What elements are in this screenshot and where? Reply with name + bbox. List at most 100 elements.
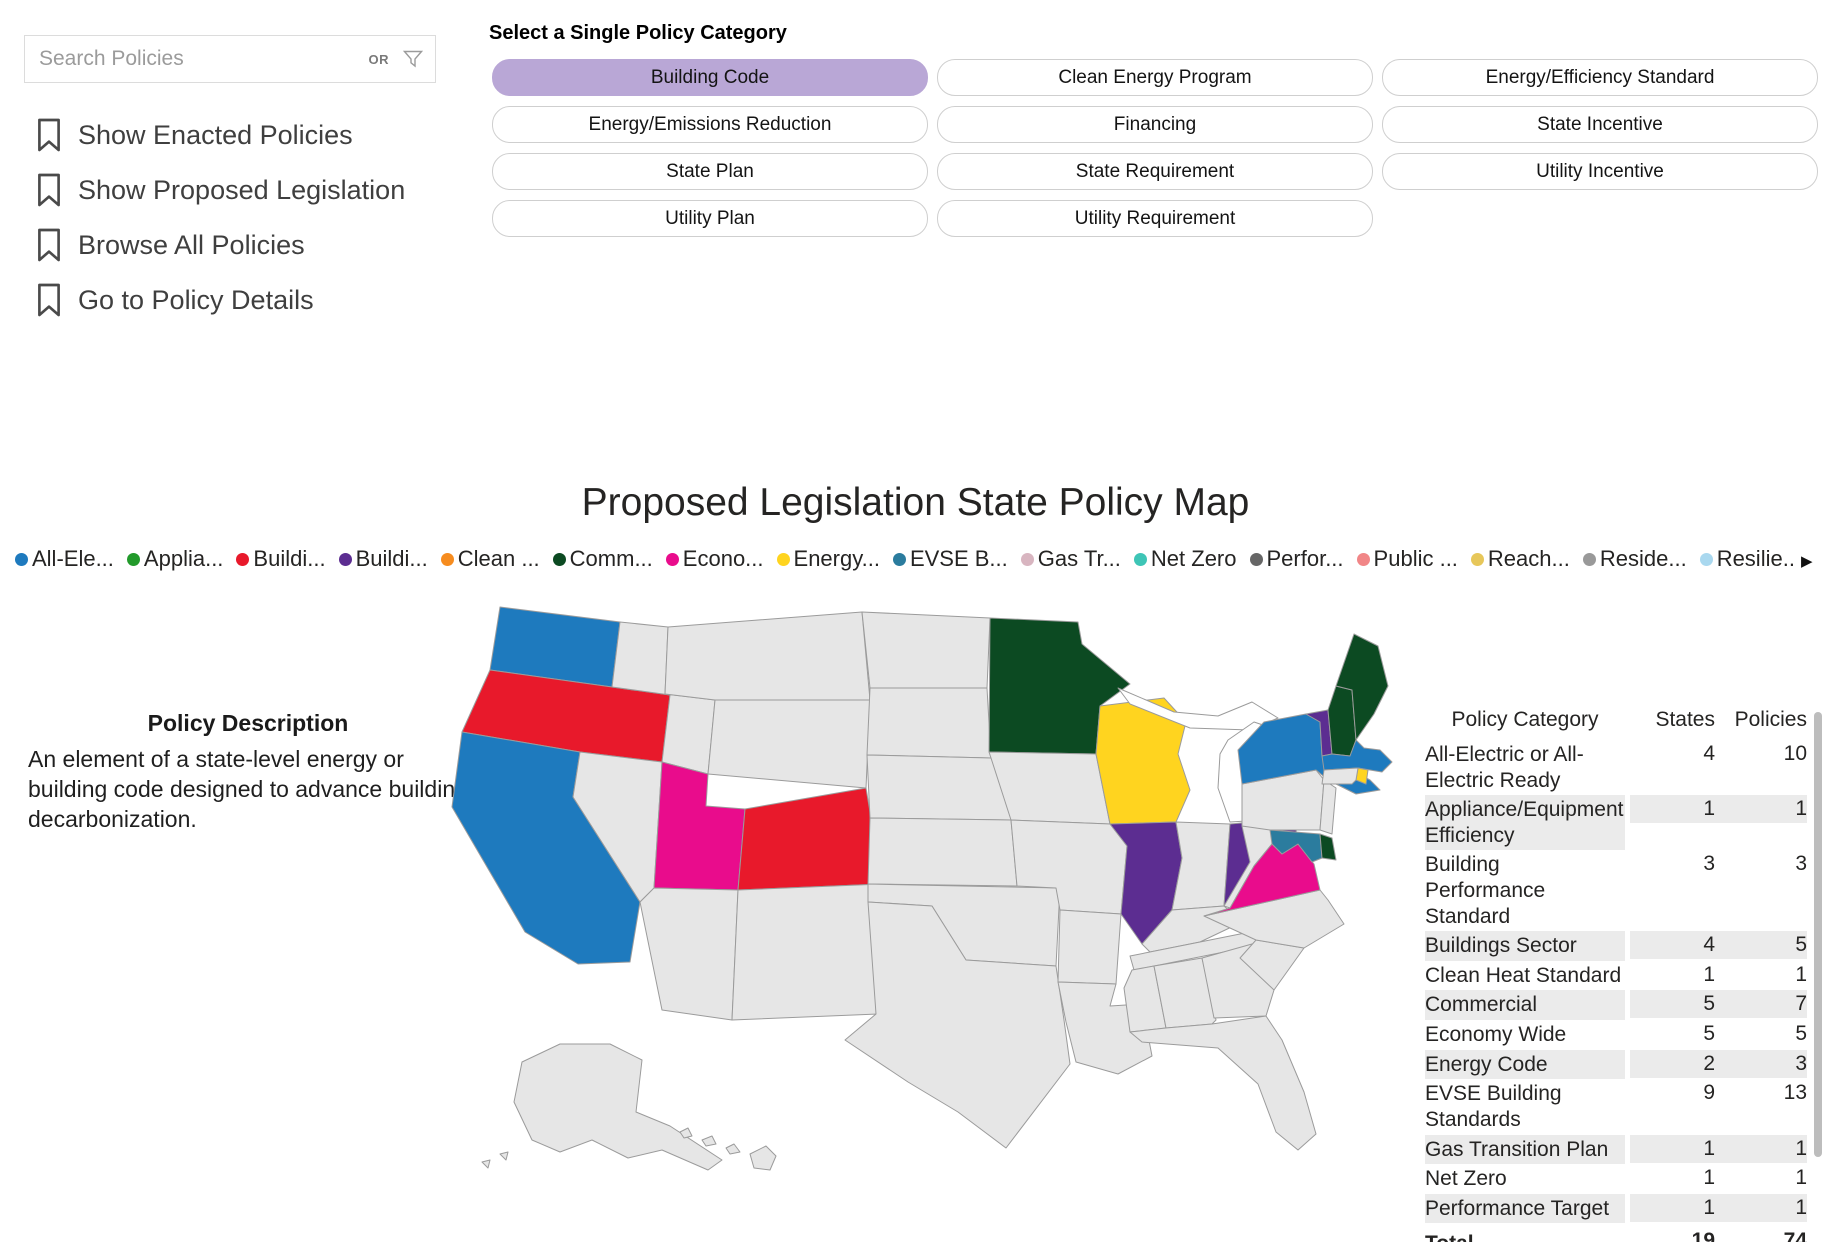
state-ND[interactable] [861, 611, 991, 689]
state-SD[interactable] [866, 687, 992, 759]
legend-item[interactable]: Clean ... [440, 546, 540, 572]
cell-policies: 1 [1795, 797, 1807, 821]
bookmark-item[interactable]: Show Enacted Policies [34, 110, 405, 160]
search-input[interactable] [37, 46, 369, 72]
legend-item[interactable]: Buildi... [338, 546, 428, 572]
table-row[interactable]: Buildings Sector 4 5 [1425, 931, 1807, 961]
table-row[interactable]: Appliance/Equipment Efficiency 1 1 [1425, 795, 1807, 851]
state-AK[interactable] [481, 1159, 491, 1169]
table-row[interactable]: Energy Code 2 3 [1425, 1049, 1807, 1080]
state-CO[interactable] [737, 787, 883, 891]
cell-states: 1 [1703, 962, 1715, 986]
legend-item[interactable]: Energy... [776, 546, 880, 572]
policy-category-button[interactable]: State Plan [492, 153, 928, 190]
state-NJ[interactable] [1319, 779, 1337, 835]
legend-item[interactable]: Reach... [1470, 546, 1570, 572]
table-row[interactable]: Economy Wide 5 5 [1425, 1020, 1807, 1050]
legend-scroll-right-icon[interactable]: ▶ [1801, 553, 1813, 570]
legend-item[interactable]: Applia... [126, 546, 223, 572]
cell-policy-category: Gas Transition Plan [1425, 1134, 1625, 1165]
state-NM[interactable] [731, 883, 883, 1021]
legend-item[interactable]: Perfor... [1249, 546, 1344, 572]
table-row[interactable]: Building Performance Standard 3 3 [1425, 850, 1807, 931]
cell-policy-category: Performance Target [1425, 1193, 1625, 1224]
policy-category-button[interactable]: Utility Plan [492, 200, 928, 237]
legend-item[interactable]: Public ... [1356, 546, 1458, 572]
cell-states: 1 [1703, 1195, 1715, 1219]
state-TX[interactable] [844, 901, 1071, 1149]
legend-label: Comm... [569, 546, 653, 571]
state-ME[interactable] [1335, 633, 1389, 741]
bookmark-item[interactable]: Browse All Policies [34, 220, 405, 270]
legend-item[interactable]: Gas Tr... [1020, 546, 1121, 572]
legend-color-dot [1249, 552, 1263, 566]
search-box: OR [24, 35, 436, 83]
state-UT[interactable] [653, 761, 746, 891]
legend-item[interactable]: Resilie... [1699, 546, 1793, 572]
state-KS[interactable] [867, 817, 1018, 887]
state-HI[interactable] [749, 1145, 777, 1171]
map-legend: All-Ele... Applia... Buildi... Buildi...… [15, 546, 1793, 572]
state-FL[interactable] [1129, 1015, 1317, 1151]
table-row[interactable]: Commercial 5 7 [1425, 990, 1807, 1021]
column-header-policies[interactable]: Policies [1734, 708, 1807, 731]
cell-policies: 3 [1795, 852, 1807, 876]
legend-item[interactable]: Econo... [665, 546, 764, 572]
policy-category-button[interactable]: Utility Incentive [1382, 153, 1818, 190]
cell-states: 1 [1703, 797, 1715, 821]
legend-item[interactable]: Buildi... [236, 546, 326, 572]
legend-item[interactable]: Comm... [552, 546, 653, 572]
legend-color-dot [1133, 552, 1147, 566]
search-operator-toggle[interactable]: OR [368, 51, 389, 67]
total-states: 19 [1691, 1229, 1715, 1242]
state-MI[interactable] [1117, 687, 1279, 731]
state-MT[interactable] [664, 611, 871, 701]
state-HI[interactable] [679, 1127, 693, 1139]
state-WI[interactable] [1095, 697, 1191, 825]
bookmark-item[interactable]: Go to Policy Details [34, 275, 405, 325]
state-NH[interactable] [1327, 685, 1357, 757]
table-row[interactable]: Clean Heat Standard 1 1 [1425, 961, 1807, 991]
state-DE[interactable] [1319, 833, 1337, 861]
filter-icon[interactable] [403, 50, 423, 69]
cell-policy-category: Net Zero [1425, 1167, 1507, 1191]
state-AR[interactable] [1057, 909, 1122, 985]
legend-item[interactable]: Reside... [1582, 546, 1687, 572]
state-AZ[interactable] [639, 887, 739, 1021]
policy-category-button[interactable]: Building Code [492, 59, 928, 96]
policy-category-button[interactable]: Energy/Efficiency Standard [1382, 59, 1818, 96]
cell-policies: 1 [1795, 962, 1807, 986]
policy-category-button[interactable]: Financing [937, 106, 1373, 143]
table-row[interactable]: Net Zero 1 1 [1425, 1164, 1807, 1194]
legend-item[interactable]: Net Zero [1133, 546, 1237, 572]
policy-category-button[interactable]: State Requirement [937, 153, 1373, 190]
state-AL[interactable] [1153, 957, 1217, 1029]
legend-item[interactable]: EVSE B... [892, 546, 1008, 572]
table-row[interactable]: All-Electric or All-Electric Ready 4 10 [1425, 740, 1807, 795]
state-HI[interactable] [701, 1135, 717, 1147]
table-row[interactable]: EVSE Building Standards 9 13 [1425, 1079, 1807, 1134]
policy-category-button[interactable]: Clean Energy Program [937, 59, 1373, 96]
policy-category-button[interactable]: State Incentive [1382, 106, 1818, 143]
table-scrollbar[interactable] [1814, 712, 1822, 1157]
bookmark-item[interactable]: Show Proposed Legislation [34, 165, 405, 215]
column-header-states[interactable]: States [1655, 708, 1715, 731]
cell-policies: 5 [1795, 1022, 1807, 1046]
legend-item[interactable]: All-Ele... [15, 546, 114, 572]
state-HI[interactable] [725, 1143, 741, 1155]
cell-policies: 1 [1795, 1195, 1807, 1219]
table-row[interactable]: Performance Target 1 1 [1425, 1193, 1807, 1224]
policy-category-button[interactable]: Utility Requirement [937, 200, 1373, 237]
state-AK[interactable] [513, 1043, 723, 1171]
column-header-policy-category[interactable]: Policy Category [1451, 708, 1599, 731]
table-row[interactable]: Gas Transition Plan 1 1 [1425, 1134, 1807, 1165]
category-selector-title: Select a Single Policy Category [489, 22, 787, 44]
cell-policy-category: Appliance/Equipment Efficiency [1425, 795, 1625, 851]
policy-category-button[interactable]: Energy/Emissions Reduction [492, 106, 928, 143]
state-WY[interactable] [707, 699, 871, 789]
state-IN[interactable] [1171, 821, 1231, 911]
state-AK[interactable] [499, 1151, 509, 1161]
legend-color-dot [440, 552, 454, 566]
state-NE[interactable] [866, 754, 1015, 821]
state-CT[interactable] [1321, 767, 1359, 785]
